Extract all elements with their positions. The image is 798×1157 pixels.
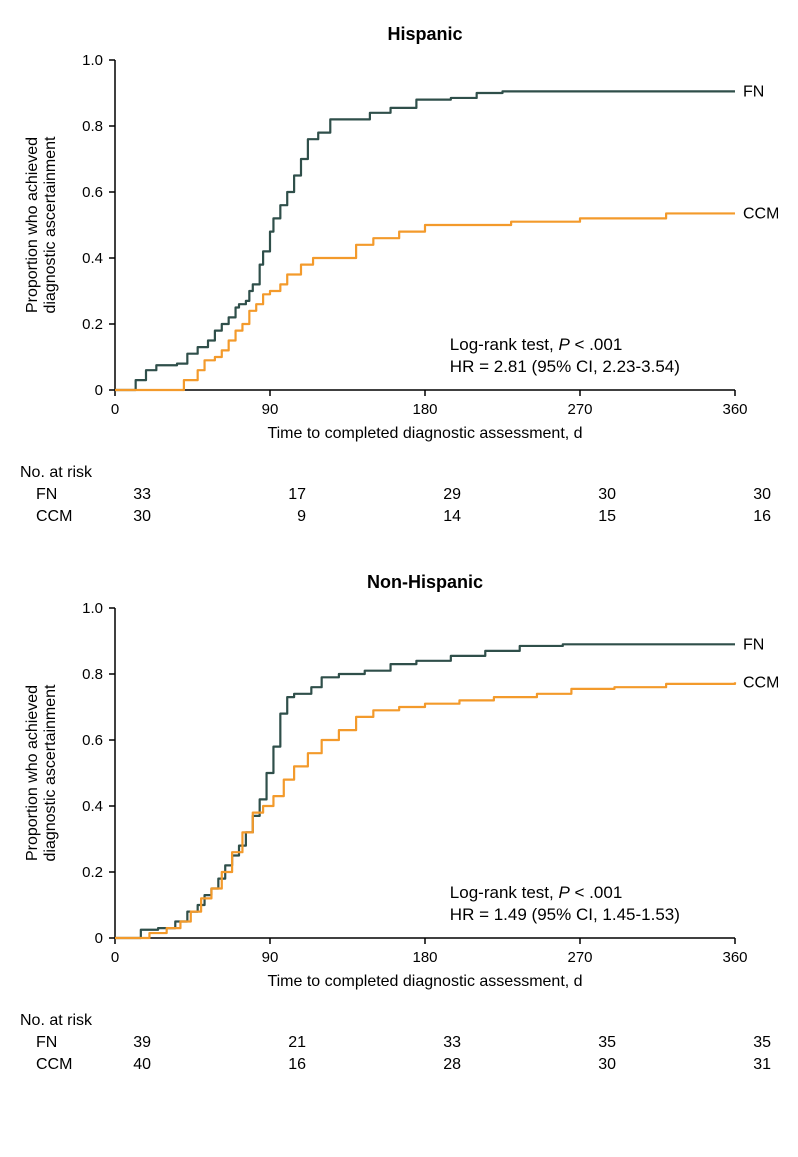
x-tick-label: 180 bbox=[412, 949, 437, 966]
y-tick-label: 0.4 bbox=[82, 250, 103, 267]
risk-value: 30 bbox=[111, 508, 151, 526]
risk-row: FN33 17 29 30 30 bbox=[20, 486, 778, 506]
y-tick-label: 0 bbox=[95, 930, 103, 947]
x-tick-label: 90 bbox=[262, 401, 279, 418]
x-tick-label: 360 bbox=[722, 401, 747, 418]
stats-line-1: Log-rank test, P < .001 bbox=[450, 883, 622, 902]
risk-value: 16 bbox=[731, 508, 771, 526]
series-label-ccm: CCM bbox=[743, 674, 778, 691]
y-tick-label: 0.8 bbox=[82, 118, 103, 135]
risk-value: 30 bbox=[731, 486, 771, 504]
x-tick-label: 360 bbox=[722, 949, 747, 966]
y-axis-label: Proportion who achieveddiagnostic ascert… bbox=[24, 684, 59, 862]
risk-table: No. at risk FN39 21 33 35 35 CCM40 16 28 30 31 bbox=[20, 1012, 778, 1076]
series-label-fn: FN bbox=[743, 636, 764, 653]
x-tick-label: 180 bbox=[412, 401, 437, 418]
chart-panel: Non-Hispanic 0 0.2 0.4 0.6 0.8 1.0 0 90 180 270 360… bbox=[20, 568, 778, 1076]
risk-row: CCM30 9 14 15 16 bbox=[20, 508, 778, 528]
risk-row: CCM40 16 28 30 31 bbox=[20, 1056, 778, 1076]
risk-value: 33 bbox=[421, 1034, 461, 1052]
risk-value: 30 bbox=[576, 1056, 616, 1074]
x-tick-label: 270 bbox=[567, 401, 592, 418]
risk-value: 14 bbox=[421, 508, 461, 526]
risk-value: 33 bbox=[111, 486, 151, 504]
risk-table-header: No. at risk bbox=[20, 464, 778, 482]
risk-value: 9 bbox=[266, 508, 306, 526]
risk-value: 40 bbox=[111, 1056, 151, 1074]
stats-line-1: Log-rank test, P < .001 bbox=[450, 335, 622, 354]
x-axis-label: Time to completed diagnostic assessment,… bbox=[267, 973, 582, 990]
series-label-ccm: CCM bbox=[743, 205, 778, 222]
risk-row-label: CCM bbox=[20, 1056, 116, 1076]
risk-value: 17 bbox=[266, 486, 306, 504]
y-tick-label: 0.6 bbox=[82, 184, 103, 201]
x-tick-label: 270 bbox=[567, 949, 592, 966]
series-line-ccm bbox=[115, 682, 735, 938]
risk-value: 31 bbox=[731, 1056, 771, 1074]
risk-value: 29 bbox=[421, 486, 461, 504]
y-tick-label: 0.8 bbox=[82, 666, 103, 683]
series-label-fn: FN bbox=[743, 83, 764, 100]
risk-table-header: No. at risk bbox=[20, 1012, 778, 1030]
y-tick-label: 1.0 bbox=[82, 600, 103, 617]
y-tick-label: 0.2 bbox=[82, 316, 103, 333]
series-line-fn bbox=[115, 644, 735, 938]
y-tick-label: 1.0 bbox=[82, 52, 103, 69]
y-tick-label: 0 bbox=[95, 382, 103, 399]
risk-value: 30 bbox=[576, 486, 616, 504]
stats-line-2: HR = 1.49 (95% CI, 1.45-1.53) bbox=[450, 905, 680, 924]
series-line-fn bbox=[115, 91, 735, 390]
y-tick-label: 0.6 bbox=[82, 732, 103, 749]
risk-row-label: CCM bbox=[20, 508, 116, 528]
survival-chart: Hispanic 0 0.2 0.4 0.6 0.8 1.0 0 90 180 270 360 Prop… bbox=[20, 20, 778, 450]
x-axis-label: Time to completed diagnostic assessment,… bbox=[267, 425, 582, 442]
risk-row-label: FN bbox=[20, 486, 116, 506]
y-tick-label: 0.4 bbox=[82, 798, 103, 815]
chart-panel: Hispanic 0 0.2 0.4 0.6 0.8 1.0 0 90 180 270 360 Prop… bbox=[20, 20, 778, 528]
x-tick-label: 0 bbox=[111, 401, 119, 418]
risk-value: 35 bbox=[731, 1034, 771, 1052]
survival-chart: Non-Hispanic 0 0.2 0.4 0.6 0.8 1.0 0 90 180 270 360… bbox=[20, 568, 778, 998]
risk-value: 28 bbox=[421, 1056, 461, 1074]
risk-value: 15 bbox=[576, 508, 616, 526]
risk-value: 39 bbox=[111, 1034, 151, 1052]
x-tick-label: 0 bbox=[111, 949, 119, 966]
risk-value: 21 bbox=[266, 1034, 306, 1052]
risk-table: No. at riskFN3317293030CCM309141516 bbox=[20, 464, 778, 528]
stats-line-2: HR = 2.81 (95% CI, 2.23-3.54) bbox=[450, 357, 680, 376]
risk-value: 35 bbox=[576, 1034, 616, 1052]
y-axis-label: Proportion who achieveddiagnostic ascert… bbox=[24, 136, 59, 314]
chart-title: Non-Hispanic bbox=[367, 572, 483, 592]
risk-row-label: FN bbox=[20, 1034, 116, 1054]
x-tick-label: 90 bbox=[262, 949, 279, 966]
risk-row: FN39 21 33 35 35 bbox=[20, 1034, 778, 1054]
y-tick-label: 0.2 bbox=[82, 864, 103, 881]
risk-value: 16 bbox=[266, 1056, 306, 1074]
chart-title: Hispanic bbox=[387, 24, 462, 44]
